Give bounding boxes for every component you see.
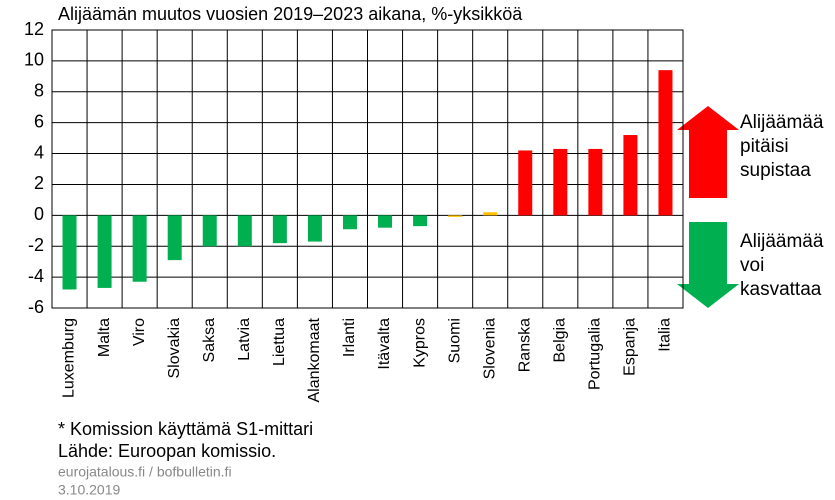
x-tick-label: Alankomaat bbox=[306, 317, 323, 402]
x-tick-label: Slovenia bbox=[481, 318, 498, 379]
y-tick-label: 12 bbox=[24, 19, 44, 39]
x-tick-label: Latvia bbox=[236, 318, 253, 361]
down-arrow bbox=[677, 222, 739, 308]
annotation: kasvattaa bbox=[740, 279, 822, 300]
bar bbox=[483, 212, 498, 216]
x-tick-label: Suomi bbox=[446, 318, 463, 363]
x-tick-label: Belgia bbox=[552, 318, 569, 363]
source: eurojatalous.fi / bofbulletin.fi bbox=[58, 464, 232, 480]
annotation: pitäisi bbox=[740, 136, 789, 157]
annotation: supistaa bbox=[740, 160, 811, 181]
x-tick-label: Ranska bbox=[516, 318, 533, 372]
chart-title: Alijäämän muutos vuosien 2019–2023 aikan… bbox=[58, 4, 523, 24]
y-tick-label: 0 bbox=[34, 204, 44, 224]
x-tick-label: Viro bbox=[131, 318, 148, 346]
y-tick-label: 6 bbox=[34, 111, 44, 131]
bar bbox=[132, 215, 147, 282]
annotation: Alijäämää bbox=[740, 231, 824, 252]
y-tick-label: 2 bbox=[34, 173, 44, 193]
x-tick-label: Kypros bbox=[411, 318, 428, 368]
bar bbox=[342, 215, 357, 230]
bar bbox=[588, 148, 603, 216]
x-tick-label: Italia bbox=[657, 318, 674, 352]
annotation: voi bbox=[740, 255, 764, 276]
bar bbox=[307, 215, 322, 242]
x-tick-label: Irlanti bbox=[341, 318, 358, 357]
y-tick-label: 8 bbox=[34, 81, 44, 101]
y-tick-label: -4 bbox=[28, 266, 44, 286]
footnote: * Komission käyttämä S1-mittari bbox=[58, 419, 313, 439]
up-arrow bbox=[677, 106, 739, 198]
x-tick-label: Luxemburg bbox=[61, 318, 78, 398]
bar bbox=[97, 215, 112, 288]
bar bbox=[167, 215, 182, 261]
y-tick-label: -2 bbox=[28, 235, 44, 255]
bar bbox=[413, 215, 428, 227]
x-tick-label: Itävalta bbox=[376, 318, 393, 370]
y-tick-label: 4 bbox=[34, 142, 44, 162]
bar bbox=[272, 215, 287, 244]
bar bbox=[378, 215, 393, 228]
bar bbox=[623, 135, 638, 216]
x-tick-label: Saksa bbox=[201, 318, 218, 363]
source: 3.10.2019 bbox=[58, 482, 120, 498]
x-tick-label: Portugalia bbox=[587, 318, 604, 390]
bar bbox=[658, 70, 673, 216]
bar bbox=[62, 215, 77, 290]
y-tick-label: -6 bbox=[28, 297, 44, 317]
bar bbox=[553, 148, 568, 216]
y-tick-label: 10 bbox=[24, 50, 44, 70]
x-tick-label: Liettua bbox=[271, 318, 288, 366]
x-tick-label: Espanja bbox=[622, 318, 639, 376]
bar bbox=[448, 215, 463, 217]
bar bbox=[518, 150, 533, 216]
annotation: Alijäämää bbox=[740, 112, 824, 133]
bar bbox=[202, 215, 217, 247]
x-tick-label: Malta bbox=[96, 318, 113, 357]
bar bbox=[237, 215, 252, 247]
footnote: Lähde: Euroopan komissio. bbox=[58, 441, 276, 461]
x-tick-label: Slovakia bbox=[166, 318, 183, 379]
